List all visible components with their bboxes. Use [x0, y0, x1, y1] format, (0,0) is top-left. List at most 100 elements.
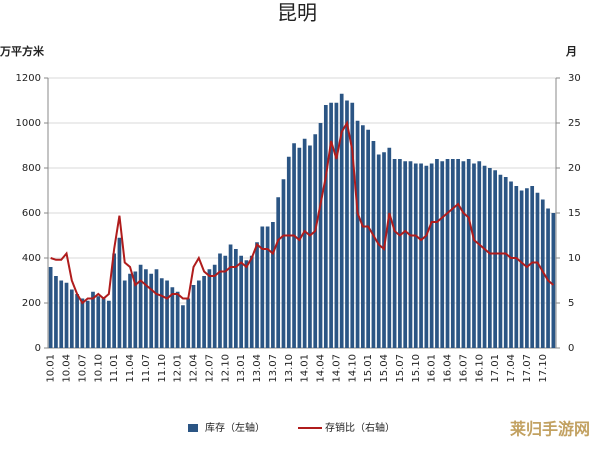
- line: [50, 120, 554, 305]
- watermark: 莱归手游网: [510, 420, 590, 439]
- bar: [488, 168, 492, 348]
- x-tick-label: 10.04: [62, 354, 73, 383]
- y-tick-label: 0: [35, 343, 41, 354]
- bar: [361, 125, 365, 348]
- x-tick-label: 11.07: [141, 354, 152, 383]
- bar: [350, 102, 355, 348]
- x-tick-label: 17.04: [506, 354, 517, 383]
- bar: [329, 102, 333, 348]
- bar: [493, 170, 497, 348]
- bar: [181, 305, 185, 348]
- y2-tick-label: 20: [568, 163, 581, 174]
- y2-tick-label: 0: [568, 343, 574, 354]
- y2-tick-label: 5: [568, 298, 574, 309]
- bar: [540, 199, 545, 348]
- bar: [128, 273, 132, 348]
- y-tick-label: 1200: [16, 73, 41, 84]
- bar: [419, 163, 423, 348]
- x-tick-label: 13.10: [284, 354, 295, 383]
- bar: [509, 181, 513, 348]
- bar: [345, 100, 349, 348]
- bar: [392, 159, 397, 348]
- bar: [64, 282, 69, 348]
- bar: [456, 159, 460, 348]
- bar: [366, 129, 370, 348]
- x-tick-label: 10.07: [77, 354, 88, 383]
- bar: [165, 280, 169, 348]
- bar: [48, 267, 53, 348]
- bar: [281, 179, 286, 348]
- bar: [91, 291, 95, 348]
- x-tick-label: 16.10: [474, 354, 485, 383]
- bar: [75, 294, 79, 348]
- bar: [175, 291, 180, 348]
- bar: [519, 190, 524, 348]
- x-tick-label: 15.10: [411, 354, 422, 383]
- y-tick-label: 600: [22, 208, 41, 219]
- x-tick-label: 16.07: [458, 354, 469, 383]
- x-tick-label: 13.04: [252, 354, 263, 383]
- x-tick-label: 14.07: [331, 354, 342, 383]
- bar: [408, 161, 413, 348]
- bar: [112, 253, 116, 348]
- bar: [191, 285, 196, 348]
- bar: [302, 138, 307, 348]
- bar: [80, 298, 85, 348]
- y2-tick-label: 15: [568, 208, 581, 219]
- bar: [318, 123, 323, 348]
- bar: [117, 237, 122, 348]
- x-tick-label: 11.04: [125, 354, 136, 383]
- bar: [54, 276, 58, 348]
- bar: [218, 253, 222, 348]
- bar: [154, 269, 159, 348]
- bar: [59, 280, 64, 348]
- bar: [376, 154, 381, 348]
- bar: [260, 226, 265, 348]
- y-tick-label: 800: [22, 163, 41, 174]
- y2-tick-label: 25: [568, 118, 581, 129]
- x-tick-label: 12.07: [204, 354, 215, 383]
- x-tick-label: 10.01: [46, 354, 57, 383]
- bar: [466, 159, 471, 348]
- x-tick-label: 11.01: [109, 354, 120, 383]
- chart-title: 昆明: [277, 1, 317, 25]
- bar: [355, 120, 360, 348]
- bar: [107, 300, 111, 348]
- x-tick-label: 12.10: [220, 354, 231, 383]
- bar: [413, 163, 418, 348]
- bar: [313, 134, 318, 348]
- legend-swatch: [188, 424, 198, 432]
- bar: [69, 289, 74, 348]
- bar: [144, 269, 148, 348]
- x-tick-label: 14.04: [316, 354, 327, 383]
- bar: [450, 159, 455, 348]
- bar: [212, 264, 217, 348]
- bar: [339, 93, 344, 348]
- y-tick-label: 400: [22, 253, 41, 264]
- x-tick-label: 15.01: [363, 354, 374, 383]
- bar: [472, 163, 476, 348]
- bar: [149, 273, 154, 348]
- x-tick-label: 14.01: [300, 354, 311, 383]
- bar: [239, 255, 243, 348]
- bar: [530, 186, 535, 348]
- y-tick-label: 1000: [16, 118, 41, 129]
- bar: [429, 163, 434, 348]
- bar: [323, 105, 328, 348]
- bar: [249, 255, 254, 348]
- x-tick-label: 16.04: [443, 354, 454, 383]
- bar: [234, 249, 238, 348]
- bar: [498, 174, 503, 348]
- bar: [424, 165, 429, 348]
- bar: [435, 159, 439, 348]
- bar: [461, 161, 466, 348]
- x-tick-label: 10.10: [93, 354, 104, 383]
- bar: [535, 192, 540, 348]
- bar: [271, 222, 275, 348]
- x-tick-label: 16.01: [427, 354, 438, 383]
- bar: [202, 276, 206, 348]
- bar: [482, 165, 487, 348]
- bar: [122, 280, 127, 348]
- x-tick-label: 14.10: [347, 354, 358, 383]
